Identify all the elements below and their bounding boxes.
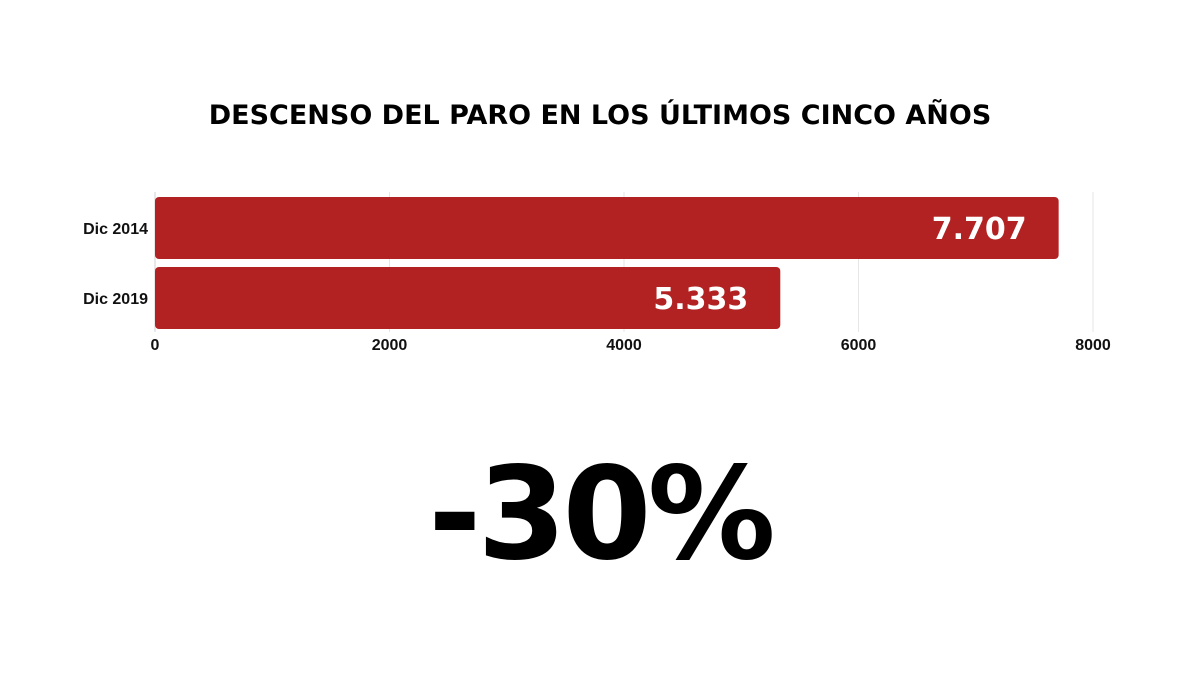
bar bbox=[155, 267, 781, 329]
x-tick-label: 8000 bbox=[1075, 337, 1111, 354]
bar-value-label: 5.333 bbox=[653, 282, 748, 317]
x-tick-label: 4000 bbox=[606, 337, 642, 354]
bar bbox=[155, 197, 1059, 259]
percent-change-stat: -30% bbox=[428, 440, 776, 589]
chart-title: DESCENSO DEL PARO EN LOS ÚLTIMOS CINCO A… bbox=[208, 100, 992, 131]
category-label: Dic 2014 bbox=[83, 221, 148, 238]
bar-chart: 0 2000 4000 6000 8000 Dic 2014 7.707 Dic 2019 5.… bbox=[83, 192, 1111, 354]
x-tick-label: 2000 bbox=[372, 337, 408, 354]
x-tick-label: 6000 bbox=[841, 337, 877, 354]
bar-value-label: 7.707 bbox=[932, 212, 1027, 247]
category-label: Dic 2019 bbox=[83, 291, 148, 308]
x-tick-label: 0 bbox=[151, 337, 160, 354]
